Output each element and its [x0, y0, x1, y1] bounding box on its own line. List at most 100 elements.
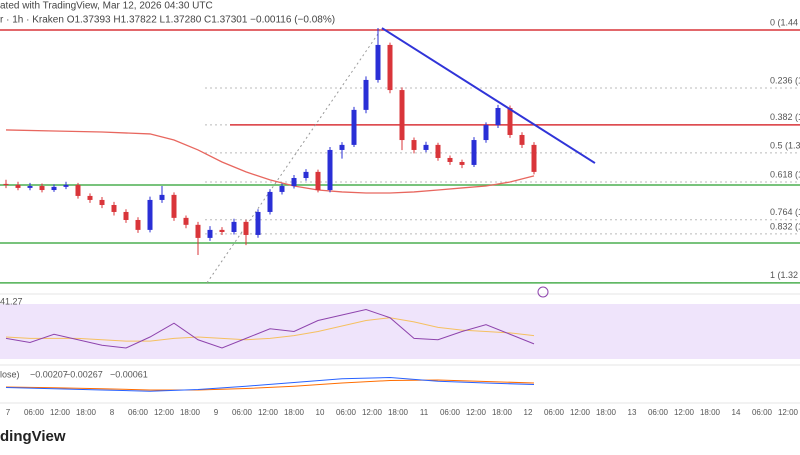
x-tick-label: 7: [6, 408, 11, 417]
candle-body: [351, 109, 357, 145]
candle-body: [243, 221, 249, 235]
ohlc-line: r · 1h · Kraken O1.37393 H1.37822 L1.372…: [0, 15, 335, 26]
candle-body: [363, 79, 369, 110]
x-tick-label: 12:00: [154, 408, 175, 417]
x-tick-label: 10: [316, 408, 325, 417]
rsi-band: [0, 304, 800, 359]
x-tick-label: 18:00: [76, 408, 97, 417]
macd-label: −0.00267: [65, 369, 103, 379]
candle-body: [27, 186, 33, 188]
rsi-line: [5, 308, 535, 349]
x-tick-label: 18:00: [492, 408, 513, 417]
macd-label: −0.00061: [110, 369, 148, 379]
candle-body: [267, 191, 273, 212]
rsi-signal: [5, 317, 535, 342]
candle-body: [423, 144, 429, 150]
x-tick-label: 14: [732, 408, 741, 417]
candle-body: [531, 144, 537, 172]
candle-body: [63, 184, 69, 187]
candle-body: [339, 144, 345, 150]
candle-body: [99, 199, 105, 206]
x-tick-label: 18:00: [700, 408, 721, 417]
candle-body: [183, 217, 189, 225]
candle-body: [291, 178, 297, 187]
candle-body: [3, 183, 9, 185]
x-tick-label: 12: [524, 408, 533, 417]
candle-body: [111, 205, 117, 212]
x-tick-label: 18:00: [596, 408, 617, 417]
fib-diagonal: [206, 27, 383, 284]
candle-body: [255, 211, 261, 235]
candle-body: [483, 125, 489, 141]
candle-body: [387, 44, 393, 91]
candle-body: [303, 171, 309, 179]
candle-body: [435, 144, 441, 158]
rsi-value: 41.27: [0, 296, 23, 306]
x-tick-label: 06:00: [336, 408, 357, 417]
candle-body: [207, 229, 213, 238]
trendline: [381, 27, 596, 164]
x-tick-label: 12:00: [674, 408, 695, 417]
x-tick-label: 18:00: [180, 408, 201, 417]
fib-label: 0.382 (1.39: [770, 112, 800, 122]
macd-label: lose): [0, 369, 20, 379]
x-tick-label: 12:00: [258, 408, 279, 417]
candle-body: [123, 211, 129, 220]
x-tick-label: 18:00: [284, 408, 305, 417]
candle-body: [219, 229, 225, 232]
candle-body: [171, 194, 177, 218]
x-tick-label: 11: [420, 408, 429, 417]
x-tick-label: 06:00: [752, 408, 773, 417]
candle-body: [507, 107, 513, 135]
x-tick-label: 12:00: [50, 408, 71, 417]
fib-label: 1 (1.32: [770, 270, 798, 280]
candle-body: [495, 107, 501, 126]
x-tick-label: 06:00: [24, 408, 45, 417]
candle-body: [459, 161, 465, 165]
moving-average: [5, 129, 535, 194]
x-tick-label: 12:00: [362, 408, 383, 417]
candle-body: [327, 149, 333, 191]
candle-body: [51, 186, 57, 191]
candle-body: [75, 184, 81, 196]
x-tick-label: 9: [214, 408, 219, 417]
candle-body: [411, 140, 417, 150]
candle-body: [471, 140, 477, 165]
x-tick-label: 06:00: [440, 408, 461, 417]
fib-label: 0.5 (1.38: [770, 140, 800, 150]
candle-body: [315, 171, 321, 191]
x-tick-label: 12:00: [466, 408, 487, 417]
x-tick-label: 12:00: [778, 408, 799, 417]
x-tick-label: 06:00: [128, 408, 149, 417]
x-tick-label: 8: [110, 408, 115, 417]
x-tick-label: 13: [628, 408, 637, 417]
candle-body: [15, 184, 21, 188]
fib-label: 0.832 (1.34: [770, 221, 800, 231]
fib-label: 0 (1.44: [770, 17, 798, 27]
x-tick-label: 12:00: [570, 408, 591, 417]
candle-body: [519, 134, 525, 145]
candle-body: [375, 44, 381, 80]
candle-body: [447, 157, 453, 162]
candle-body: [231, 221, 237, 232]
header-line: ated with TradingView, Mar 12, 2026 04:3…: [0, 1, 213, 12]
logo: dingView: [0, 428, 66, 445]
macd-label: −0.00207: [30, 369, 68, 379]
fib-label: 0.764 (1.35: [770, 207, 800, 217]
fib-label: 0.618 (1.36: [770, 169, 800, 179]
fib-label: 0.236 (1.41: [770, 75, 800, 85]
x-tick-label: 18:00: [388, 408, 409, 417]
macd-line: [5, 376, 535, 392]
candle-body: [159, 194, 165, 200]
candle-body: [147, 199, 153, 230]
candle-body: [87, 195, 93, 200]
x-tick-label: 06:00: [648, 408, 669, 417]
candle-body: [399, 90, 405, 141]
candle-body: [39, 186, 45, 191]
candle-body: [135, 219, 141, 230]
macd-signal: [5, 379, 535, 391]
x-tick-label: 06:00: [232, 408, 253, 417]
x-tick-label: 06:00: [544, 408, 565, 417]
candle-body: [279, 186, 285, 192]
replay-icon[interactable]: [537, 286, 549, 298]
